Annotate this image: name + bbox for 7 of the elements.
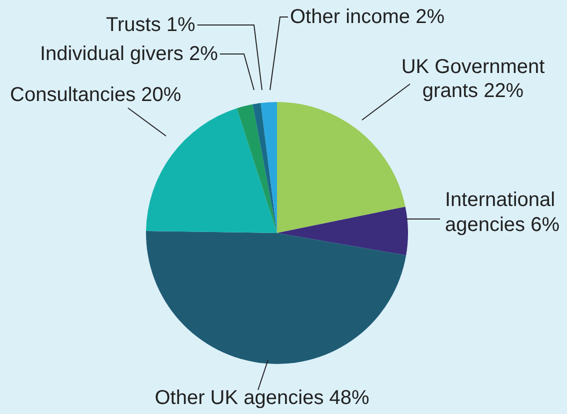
slice-label: Trusts 1% [106, 14, 196, 36]
slice-label: Other income 2% [290, 6, 445, 28]
slice-label: Consultancies 20% [10, 84, 182, 106]
slice-label: International agencies 6% [445, 189, 560, 236]
slice-label: Individual givers 2% [40, 43, 218, 65]
slice-label: Other UK agencies 48% [154, 387, 370, 409]
slice-label: UK Government grants 22% [401, 56, 546, 102]
